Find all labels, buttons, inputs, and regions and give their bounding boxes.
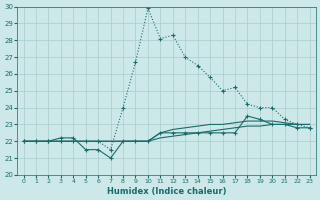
X-axis label: Humidex (Indice chaleur): Humidex (Indice chaleur) <box>107 187 226 196</box>
